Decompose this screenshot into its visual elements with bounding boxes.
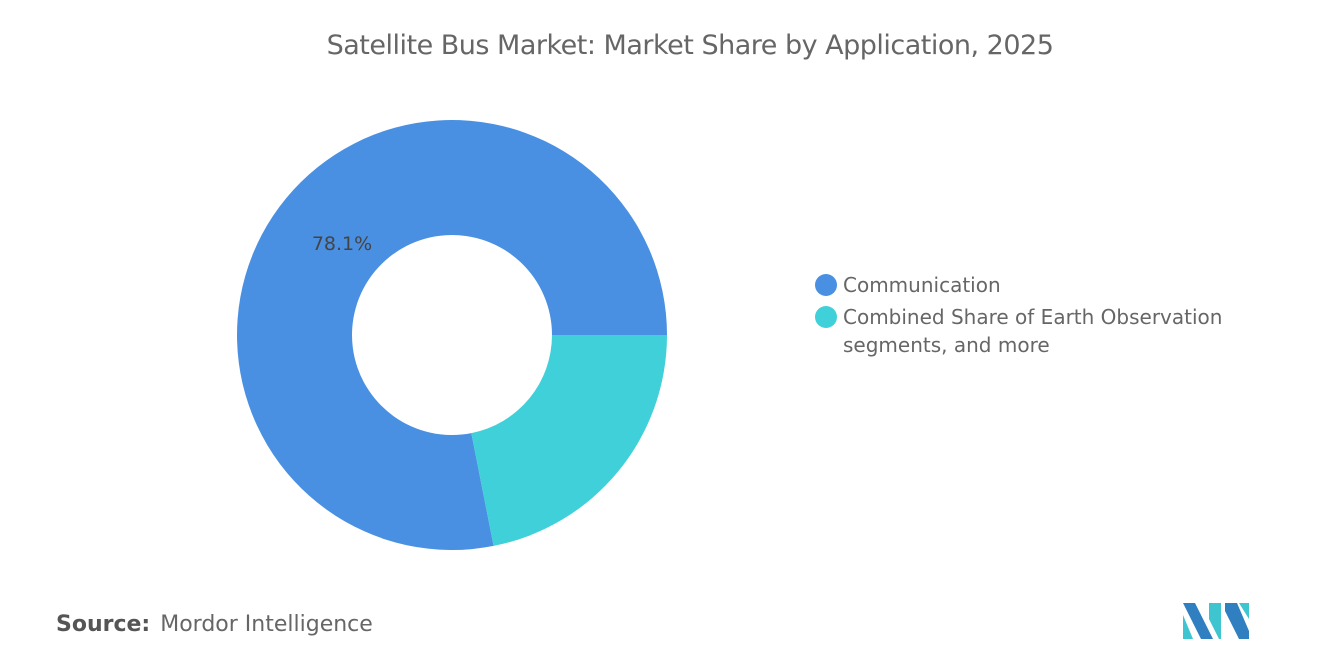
slice-0 [237,119,668,550]
chart-title: Satellite Bus Market: Market Share by Ap… [326,30,1054,61]
legend-swatch [815,274,837,296]
legend-label: Communication [843,273,1001,297]
source-text: Mordor Intelligence [160,612,373,637]
source-note: Source: Mordor Intelligence [56,612,373,637]
legend-swatch [815,306,837,328]
mordor-logo-icon [1183,603,1249,639]
source-label: Source: [56,612,151,637]
slice-1 [471,335,667,546]
legend-item-other: Combined Share of Earth Observation segm… [815,303,1243,359]
donut-chart: 78.1% [237,119,668,550]
legend-label: Combined Share of Earth Observation segm… [843,305,1223,357]
legend-item-communication: Communication [815,271,1243,299]
data-label-communication: 78.1% [312,233,372,255]
